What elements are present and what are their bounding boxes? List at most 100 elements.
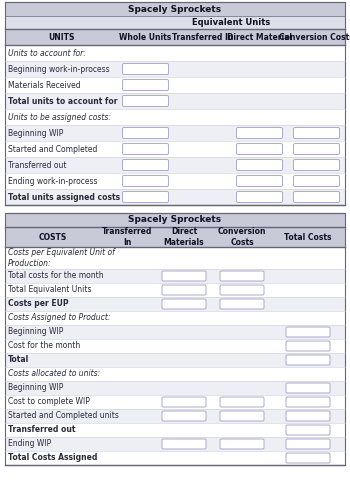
Text: Ending WIP: Ending WIP [8,439,51,448]
FancyBboxPatch shape [220,285,264,295]
FancyBboxPatch shape [294,160,340,171]
Text: Total costs for the month: Total costs for the month [8,271,104,281]
FancyBboxPatch shape [237,127,282,138]
Bar [5,2,345,205]
Bar [5,423,345,437]
Bar [5,77,345,93]
Bar [5,213,345,465]
FancyBboxPatch shape [294,191,340,202]
Text: UNITS: UNITS [48,33,74,42]
Bar [5,409,345,423]
FancyBboxPatch shape [286,397,330,407]
Text: Beginning work-in-process: Beginning work-in-process [8,64,110,73]
Text: Costs allocated to units:: Costs allocated to units: [8,370,100,378]
Text: Spacely Sprockets: Spacely Sprockets [128,4,222,13]
FancyBboxPatch shape [286,355,330,365]
Text: Total units to account for: Total units to account for [8,97,118,106]
Bar [5,311,345,325]
FancyBboxPatch shape [286,425,330,435]
Bar [5,45,345,61]
Text: Beginning WIP: Beginning WIP [8,383,63,392]
Bar [5,339,345,353]
Bar [5,367,345,381]
Bar [5,213,345,227]
FancyBboxPatch shape [220,439,264,449]
Text: Transferred
In: Transferred In [102,227,153,247]
FancyBboxPatch shape [294,127,340,138]
FancyBboxPatch shape [122,127,168,138]
FancyBboxPatch shape [237,176,282,186]
FancyBboxPatch shape [122,143,168,154]
Text: Whole Units: Whole Units [119,33,172,42]
FancyBboxPatch shape [220,411,264,421]
Text: Units to be assigned costs:: Units to be assigned costs: [8,113,111,122]
Bar [5,61,345,77]
FancyBboxPatch shape [286,411,330,421]
Text: Transferred out: Transferred out [8,161,66,170]
Text: Costs Assigned to Product:: Costs Assigned to Product: [8,313,111,322]
FancyBboxPatch shape [237,160,282,171]
Text: Direct Material: Direct Material [227,33,292,42]
FancyBboxPatch shape [220,397,264,407]
Text: Conversion Costs: Conversion Costs [279,33,350,42]
FancyBboxPatch shape [220,271,264,281]
FancyBboxPatch shape [294,143,340,154]
Bar [5,227,345,247]
Bar [5,157,345,173]
FancyBboxPatch shape [122,176,168,186]
Text: Equivalent Units: Equivalent Units [192,18,270,27]
Text: Materials Received: Materials Received [8,80,80,89]
FancyBboxPatch shape [286,453,330,463]
Bar [5,297,345,311]
Text: Total Costs Assigned: Total Costs Assigned [8,453,97,462]
FancyBboxPatch shape [286,327,330,337]
Bar [5,141,345,157]
FancyBboxPatch shape [162,285,206,295]
Text: Beginning WIP: Beginning WIP [8,128,63,137]
Bar [5,395,345,409]
Text: Units to account for:: Units to account for: [8,49,86,58]
FancyBboxPatch shape [162,271,206,281]
Text: Transferred In: Transferred In [172,33,233,42]
Bar [5,109,345,125]
FancyBboxPatch shape [220,299,264,309]
Bar [5,381,345,395]
Text: Beginning WIP: Beginning WIP [8,327,63,336]
Bar [5,283,345,297]
FancyBboxPatch shape [286,383,330,393]
FancyBboxPatch shape [286,341,330,351]
FancyBboxPatch shape [162,397,206,407]
Text: Total: Total [8,356,29,365]
FancyBboxPatch shape [162,299,206,309]
Text: Costs per EUP: Costs per EUP [8,300,69,309]
Bar [5,93,345,109]
Bar [5,353,345,367]
Text: Ending work-in-process: Ending work-in-process [8,177,98,186]
Text: Total units assigned costs: Total units assigned costs [8,192,120,201]
FancyBboxPatch shape [122,79,168,90]
FancyBboxPatch shape [237,191,282,202]
Bar [5,2,345,16]
Text: Total Costs: Total Costs [284,233,332,242]
FancyBboxPatch shape [122,63,168,74]
FancyBboxPatch shape [294,176,340,186]
Bar [5,247,345,269]
Bar [5,437,345,451]
Text: COSTS: COSTS [38,233,66,242]
FancyBboxPatch shape [162,411,206,421]
Text: Started and Completed units: Started and Completed units [8,412,119,421]
FancyBboxPatch shape [122,96,168,107]
Text: Total Equivalent Units: Total Equivalent Units [8,286,91,295]
FancyBboxPatch shape [162,439,206,449]
Bar [5,125,345,141]
Text: Conversion
Costs: Conversion Costs [218,227,266,247]
Text: Transferred out: Transferred out [8,426,76,434]
Bar [5,16,345,29]
FancyBboxPatch shape [237,143,282,154]
Text: Spacely Sprockets: Spacely Sprockets [128,215,222,225]
Bar [5,173,345,189]
Bar [5,269,345,283]
Text: Cost for the month: Cost for the month [8,342,80,351]
Bar [5,451,345,465]
Text: Cost to complete WIP: Cost to complete WIP [8,397,90,407]
